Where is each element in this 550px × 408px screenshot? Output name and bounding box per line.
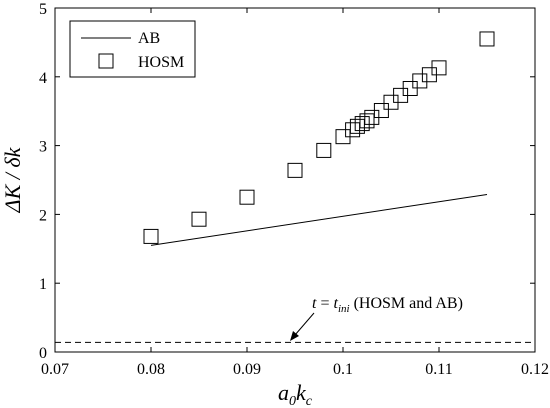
annotation-eq: = xyxy=(316,295,333,312)
hosm-point xyxy=(412,73,428,89)
hosm-point xyxy=(191,211,207,227)
series-hosm xyxy=(143,31,495,244)
annotation: t = tini (HOSM and AB) xyxy=(290,295,463,341)
hosm-point xyxy=(402,80,418,96)
x-axis-label-c: c xyxy=(306,394,313,408)
annotation-arrow-shaft xyxy=(294,312,315,336)
plot-area-frame xyxy=(54,7,536,353)
hosm-point xyxy=(431,60,447,76)
hosm-point xyxy=(354,116,370,132)
annotation-arrow-head xyxy=(290,331,299,341)
y-tick-label: 5 xyxy=(39,1,47,18)
x-axis-label-0: 0 xyxy=(289,394,296,408)
annotation-t: t xyxy=(312,295,317,312)
hosm-point xyxy=(349,118,365,134)
legend-hosm-label: HOSM xyxy=(138,54,184,71)
x-tick-label: 0.07 xyxy=(41,361,69,378)
y-tick-label: 0 xyxy=(39,345,47,362)
hosm-point xyxy=(239,189,255,205)
ab-line xyxy=(150,193,488,246)
y-tick-label: 1 xyxy=(39,276,47,293)
x-tick-label: 0.09 xyxy=(233,361,261,378)
x-axis-ticks: 0.07 0.08 0.09 0.1 0.11 0.12 xyxy=(41,8,549,378)
legend: AB HOSM xyxy=(69,20,196,78)
hosm-point xyxy=(359,113,375,129)
hosm-point xyxy=(143,228,159,244)
y-tick-label: 2 xyxy=(39,207,47,224)
y-tick-label: 3 xyxy=(39,139,47,156)
x-tick-label: 0.1 xyxy=(333,361,353,378)
hosm-point xyxy=(345,122,361,138)
x-axis-label: a0kc xyxy=(278,380,313,408)
annotation-rest: (HOSM and AB) xyxy=(350,295,463,312)
hosm-point xyxy=(316,142,332,158)
annotation-tini: t xyxy=(333,295,338,312)
x-axis-label-k: k xyxy=(296,380,307,405)
annotation-text: t = tini (HOSM and AB) xyxy=(312,295,463,315)
legend-box xyxy=(69,20,196,78)
legend-hosm-swatch xyxy=(98,53,114,69)
annotation-tini-sub: ini xyxy=(338,303,350,315)
x-tick-label: 0.08 xyxy=(137,361,165,378)
legend-ab-label: AB xyxy=(138,30,160,47)
hosm-point xyxy=(287,162,303,178)
y-axis-label: ΔK / δk xyxy=(0,146,25,213)
series-ab xyxy=(150,193,488,246)
hosm-point xyxy=(373,103,389,119)
x-axis-label-a: a xyxy=(278,380,289,405)
y-axis-ticks: 0 1 2 3 4 5 xyxy=(39,1,535,362)
x-tick-label: 0.12 xyxy=(521,361,549,378)
y-tick-label: 4 xyxy=(39,70,47,87)
x-tick-label: 0.11 xyxy=(425,361,452,378)
hosm-point xyxy=(479,31,495,47)
